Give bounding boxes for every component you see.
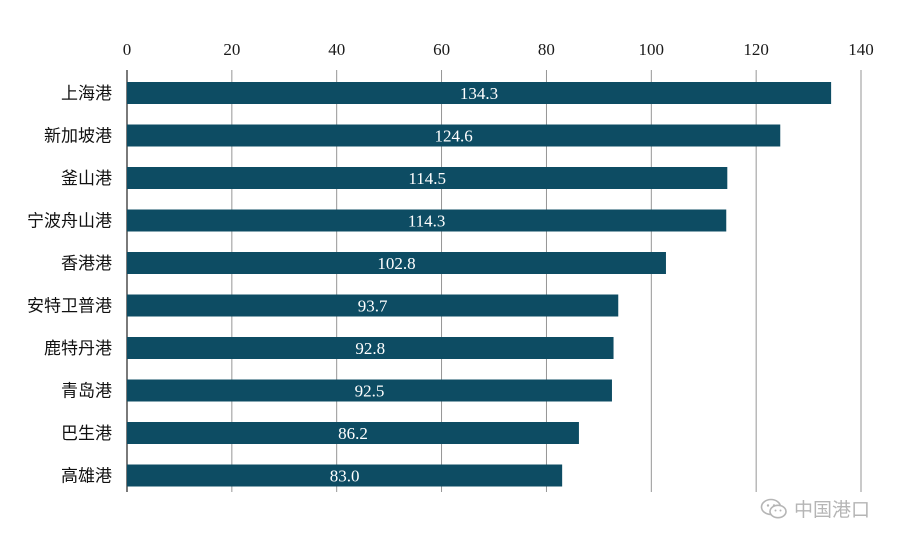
data-label: 93.7 <box>358 297 388 316</box>
category-label: 青岛港 <box>61 382 112 402</box>
x-tick-label: 40 <box>328 40 345 59</box>
category-label: 上海港 <box>61 84 112 104</box>
x-tick-label: 80 <box>538 40 555 59</box>
x-tick-label: 0 <box>123 40 132 59</box>
value-labels: 134.3 124.6 114.5 114.3 102.8 93.7 92.8 92.5 86.… <box>330 84 498 486</box>
bar <box>127 294 619 317</box>
bar <box>127 124 781 147</box>
data-label: 114.5 <box>408 169 446 188</box>
bar <box>127 167 728 189</box>
x-axis-ticks: 0 20 40 60 80 100 120 140 <box>123 40 874 59</box>
category-label: 宁波舟山港 <box>27 212 112 232</box>
watermark-text: 中国港口 <box>793 499 870 521</box>
bar <box>127 209 727 232</box>
data-label: 102.8 <box>377 254 415 273</box>
category-label: 鹿特丹港 <box>44 339 112 359</box>
x-tick-label: 100 <box>639 40 665 59</box>
data-label: 86.2 <box>338 424 368 443</box>
x-tick-label: 20 <box>223 40 240 59</box>
data-label: 134.3 <box>460 84 498 103</box>
category-label: 高雄港 <box>61 467 112 487</box>
category-label: 新加坡港 <box>44 127 112 147</box>
data-label: 92.5 <box>355 382 385 401</box>
data-label: 114.3 <box>408 212 446 231</box>
bar <box>127 252 666 274</box>
data-label: 92.8 <box>355 339 385 358</box>
bar <box>127 82 832 104</box>
bar <box>127 422 579 444</box>
category-label: 安特卫普港 <box>27 297 112 317</box>
data-label: 83.0 <box>330 467 360 486</box>
data-label: 124.6 <box>435 127 473 146</box>
bar <box>127 464 563 487</box>
category-label: 香港港 <box>61 254 112 274</box>
watermark: 中国港口 <box>760 495 870 522</box>
bars <box>127 82 832 487</box>
bar <box>127 337 614 359</box>
x-tick-label: 60 <box>433 40 450 59</box>
x-tick-label: 120 <box>743 40 769 59</box>
category-label: 巴生港 <box>61 424 112 444</box>
wechat-icon <box>760 497 788 521</box>
x-tick-label: 140 <box>848 40 874 59</box>
bar <box>127 379 612 402</box>
category-label: 釜山港 <box>61 169 112 189</box>
